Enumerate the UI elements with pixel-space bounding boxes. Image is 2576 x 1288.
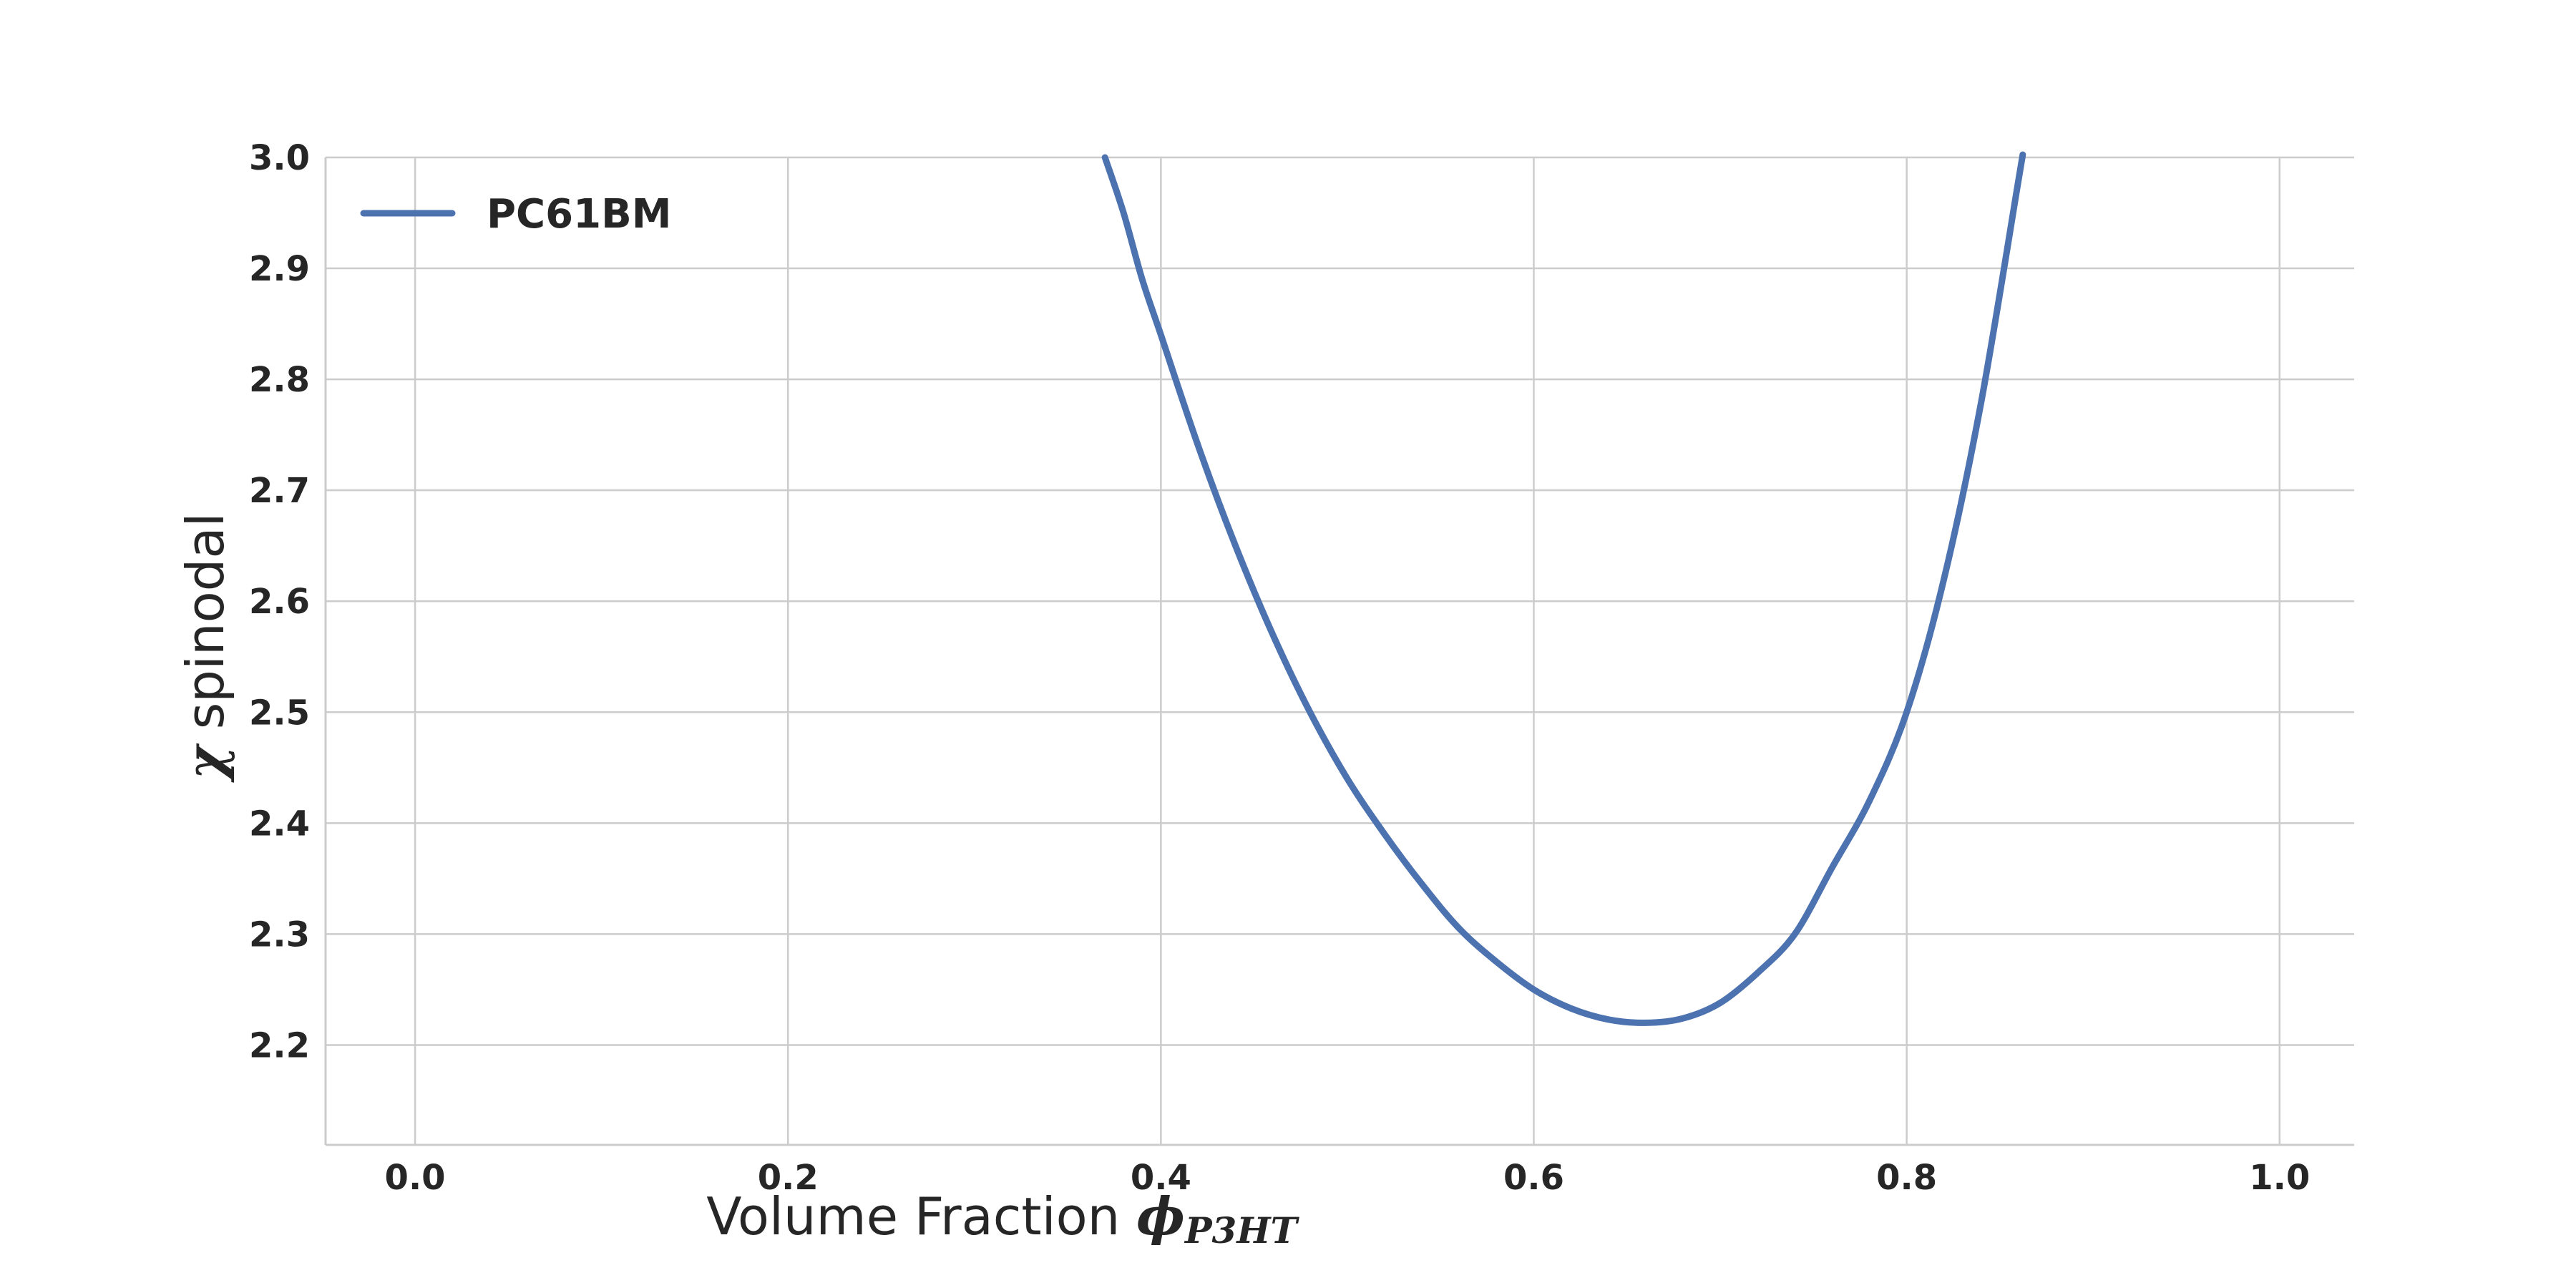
x-tick-label: 0.0 (385, 1158, 446, 1198)
y-tick-label: 2.2 (249, 1025, 310, 1065)
x-axis-title-subscript: P3HT (1184, 1209, 1300, 1252)
y-tick-label: 2.4 (249, 804, 310, 844)
tick-labels: 0.0 0.2 0.4 0.6 0.8 1.0 2.2 2.3 2.4 2.5 2.6 2.7 2.8 2… (249, 138, 2310, 1198)
x-axis-title: Volume Fraction ϕP3HT (706, 1186, 1299, 1252)
x-tick-label: 1.0 (2249, 1158, 2310, 1198)
y-tick-label: 2.9 (249, 249, 310, 289)
y-tick-label: 2.3 (249, 914, 310, 955)
x-tick-label: 0.2 (758, 1158, 819, 1198)
grid (326, 156, 2354, 1145)
y-axis-title-text: spinodal (175, 513, 235, 746)
x-axis-title-text: Volume Fraction (706, 1186, 1136, 1246)
series-line (1101, 151, 2026, 1026)
y-axis-title: χ spinodal (175, 513, 235, 784)
x-tick-label: 0.4 (1131, 1158, 1191, 1198)
y-tick-label: 2.8 (249, 360, 310, 400)
y-tick-label: 3.0 (249, 138, 310, 178)
x-tick-label: 0.8 (1876, 1158, 1937, 1198)
y-tick-label: 2.6 (249, 582, 310, 622)
x-tick-label: 0.6 (1503, 1158, 1564, 1198)
y-tick-label: 2.7 (249, 471, 310, 511)
axis-spines (324, 157, 2354, 1146)
x-axis-title-symbol: ϕ (1136, 1186, 1185, 1246)
y-tick-label: 2.5 (249, 693, 310, 733)
legend: PC61BM (360, 191, 671, 238)
series-layer (1101, 151, 2026, 1026)
y-axis-title-symbol: χ (175, 743, 235, 783)
legend-label: PC61BM (487, 191, 671, 238)
